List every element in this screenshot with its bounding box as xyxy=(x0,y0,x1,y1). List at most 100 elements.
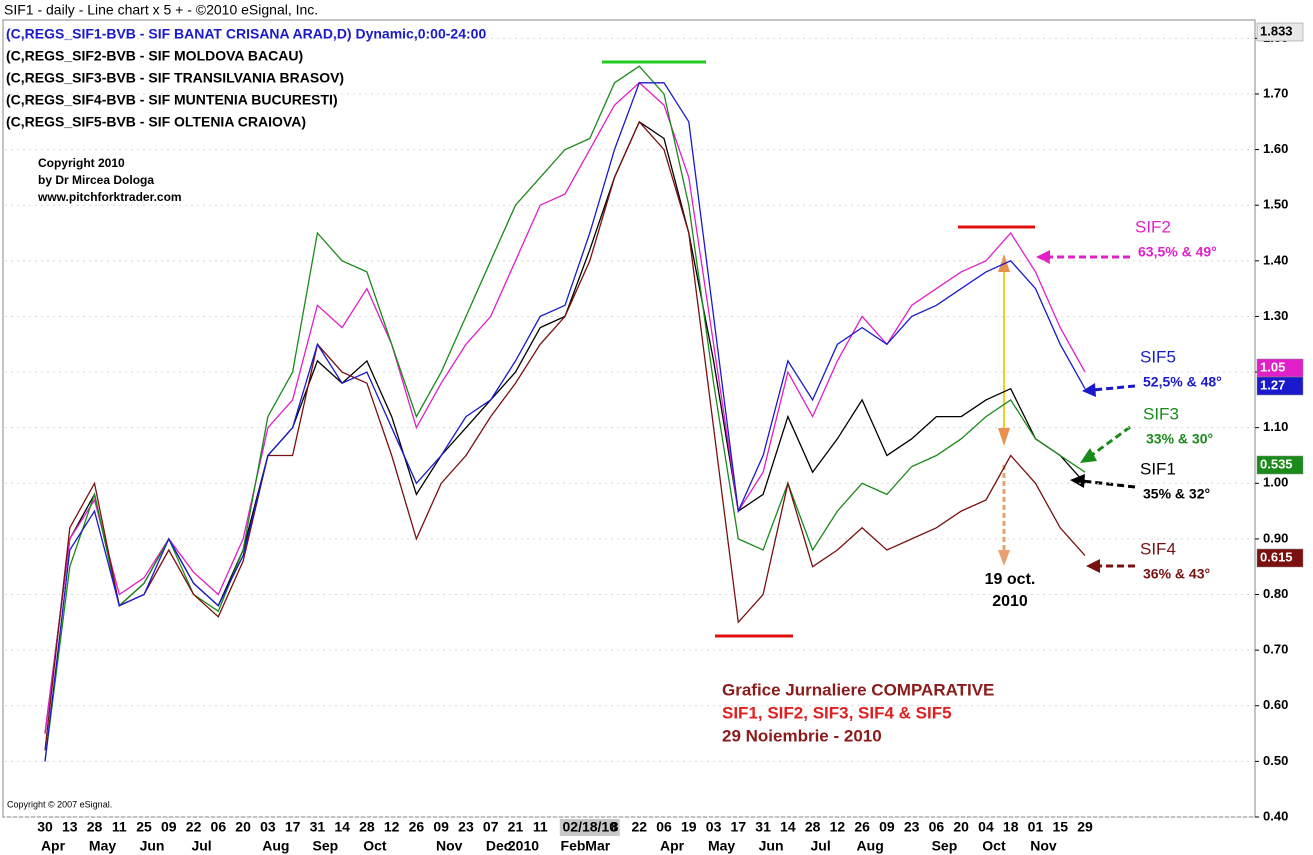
y-tick-label: 0.90 xyxy=(1263,530,1288,545)
x-tick-label: 8 xyxy=(611,819,619,835)
arrow-head xyxy=(998,428,1010,446)
x-tick-label: 11 xyxy=(112,819,127,835)
x-month-label: Feb xyxy=(561,838,586,854)
x-tick-label: 20 xyxy=(953,819,969,835)
arrow-head xyxy=(1086,559,1100,573)
price-tag-label: 1.833 xyxy=(1260,23,1293,38)
price-tag-label: 1.05 xyxy=(1260,359,1285,374)
x-tick-label: 26 xyxy=(854,819,870,835)
y-tick-label: 1.10 xyxy=(1263,419,1288,434)
series-note: 63,5% & 49° xyxy=(1138,244,1217,260)
copyright: by Dr Mircea Dologa xyxy=(38,173,154,187)
price-tag-label: 1.27 xyxy=(1260,377,1285,392)
x-tick-label: 04 xyxy=(978,819,994,835)
y-tick-label: 0.70 xyxy=(1263,642,1288,657)
arrow-head xyxy=(1082,383,1096,397)
series-line xyxy=(44,120,1086,751)
legend-line: (C,REGS_SIF4-BVB - SIF MUNTENIA BUCUREST… xyxy=(6,92,338,108)
x-tick-label: 30 xyxy=(37,819,53,835)
x-tick-label: 21 xyxy=(508,819,524,835)
x-month-label: Aug xyxy=(262,838,289,854)
x-month-label: Jun xyxy=(140,838,165,854)
series-label: SIF1 xyxy=(1140,459,1176,478)
arrow xyxy=(1092,384,1136,392)
legend-line: (C,REGS_SIF2-BVB - SIF MOLDOVA BACAU) xyxy=(6,48,303,64)
y-tick-label: 0.80 xyxy=(1263,586,1288,601)
x-tick-label: 29 xyxy=(1077,819,1093,835)
x-month-label: Sep xyxy=(932,838,958,854)
x-month-label: Apr xyxy=(41,838,66,854)
x-tick-label: 03 xyxy=(260,819,276,835)
x-tick-label: 26 xyxy=(409,819,425,835)
copyright: www.pitchforktrader.com xyxy=(37,190,182,204)
x-tick-label: 11 xyxy=(533,819,548,835)
x-month-label: 2010 xyxy=(508,838,539,854)
x-month-label: Oct xyxy=(363,838,387,854)
x-tick-label: 22 xyxy=(186,819,202,835)
arrow-head xyxy=(1070,474,1085,488)
arrow-head xyxy=(1036,250,1050,264)
legend-line: (C,REGS_SIF3-BVB - SIF TRANSILVANIA BRAS… xyxy=(6,70,344,86)
x-month-label: Nov xyxy=(1030,838,1057,854)
series-note: 36% & 43° xyxy=(1143,566,1210,582)
price-tag-label: 0.535 xyxy=(1260,456,1293,471)
x-tick-label: 12 xyxy=(830,819,846,835)
x-month-label: Apr xyxy=(660,838,685,854)
x-tick-label: 23 xyxy=(458,819,474,835)
x-tick-label: 31 xyxy=(755,819,771,835)
legend-line: (C,REGS_SIF5-BVB - SIF OLTENIA CRAIOVA) xyxy=(6,114,306,130)
header: SIF1 - daily - Line chart x 5 + - ©2010 … xyxy=(4,2,318,18)
caption: Grafice Jurnaliere COMPARATIVE xyxy=(722,680,994,699)
x-tick-label: 09 xyxy=(161,819,177,835)
x-tick-label: 18 xyxy=(1003,819,1019,835)
series-label: SIF3 xyxy=(1143,404,1179,423)
x-month-label: Aug xyxy=(857,838,884,854)
arrow xyxy=(1091,425,1131,457)
y-tick-label: 1.30 xyxy=(1263,308,1288,323)
price-tag xyxy=(1256,548,1304,568)
x-tick-label: 07 xyxy=(483,819,499,835)
x-tick-label: 03 xyxy=(706,819,722,835)
footer-copyright: Copyright © 2007 eSignal. xyxy=(7,799,112,809)
y-tick-label: 0.50 xyxy=(1263,753,1288,768)
y-tick-label: 1.40 xyxy=(1263,252,1288,267)
x-tick-label: 06 xyxy=(656,819,672,835)
x-month-label: May xyxy=(89,838,116,854)
x-tick-label: 06 xyxy=(211,819,227,835)
price-tag xyxy=(1256,455,1304,475)
x-month-label: Oct xyxy=(982,838,1006,854)
x-tick-label: 17 xyxy=(285,819,301,835)
x-tick-label: 28 xyxy=(805,819,821,835)
note-arrows xyxy=(1048,255,1136,568)
x-tick-label: 13 xyxy=(62,819,78,835)
x-tick-label: 15 xyxy=(1052,819,1068,835)
x-tick-label: 09 xyxy=(879,819,895,835)
legend-line: (C,REGS_SIF1-BVB - SIF BANAT CRISANA ARA… xyxy=(6,26,486,42)
x-tick-label: 14 xyxy=(780,819,796,835)
x-month-label: Dec xyxy=(486,838,512,854)
arrow xyxy=(1081,479,1136,489)
x-tick-label: 25 xyxy=(136,819,152,835)
y-tick-label: 0.40 xyxy=(1263,808,1288,823)
caption: 29 Noiembrie - 2010 xyxy=(722,726,882,745)
x-tick-label: 06 xyxy=(929,819,945,835)
copyright: Copyright 2010 xyxy=(38,156,125,170)
x-month-label: Jul xyxy=(811,838,831,854)
series-note: 52,5% & 48° xyxy=(1143,374,1222,390)
series-label: SIF2 xyxy=(1135,217,1171,236)
cursor-box xyxy=(559,819,620,836)
y-tick-label: 1.50 xyxy=(1263,197,1288,212)
series-line xyxy=(44,65,1086,762)
price-tag-label: 0.615 xyxy=(1260,549,1293,564)
series-line xyxy=(44,81,1086,734)
x-tick-label: 01 xyxy=(1028,819,1044,835)
arrow-head xyxy=(998,550,1010,566)
caption: SIF1, SIF2, SIF3, SIF4 & SIF5 xyxy=(722,703,952,722)
x-tick-label: 28 xyxy=(87,819,103,835)
price-tag xyxy=(1256,376,1304,396)
x-month-label: May xyxy=(708,838,735,854)
x-tick-label: 14 xyxy=(334,819,350,835)
y-tick-label: 1.70 xyxy=(1263,85,1288,100)
